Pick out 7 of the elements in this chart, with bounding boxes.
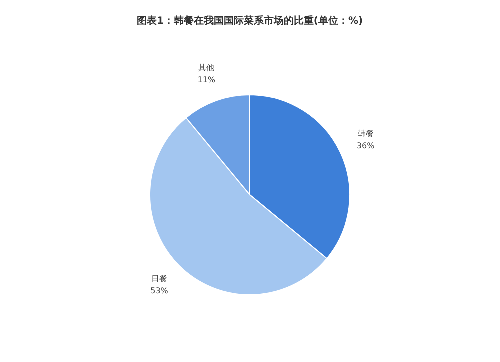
slice-label: 日餐 xyxy=(151,274,168,284)
data-label: 36% xyxy=(356,142,376,150)
chart-title: 图表1：韩餐在我国国际菜系市场的比重(单位：%) xyxy=(136,15,364,27)
data-label: 11% xyxy=(198,76,216,85)
slice-label: 韩餐 xyxy=(358,130,374,138)
slice-label: 其他 xyxy=(198,64,215,73)
data-label: 53% xyxy=(150,286,169,296)
